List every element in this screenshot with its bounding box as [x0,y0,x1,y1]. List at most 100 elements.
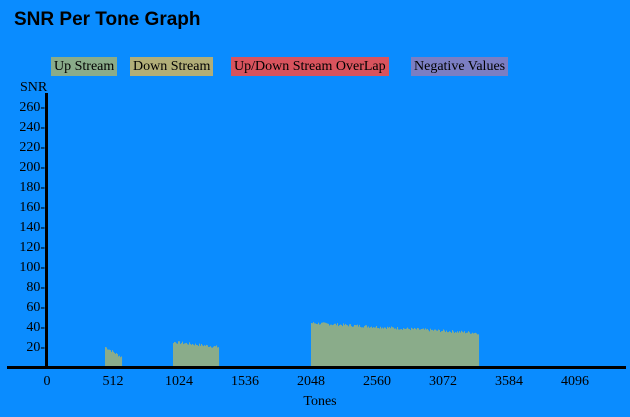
snr-bar [464,331,466,366]
snr-bar [452,330,454,366]
snr-bar [460,332,462,366]
snr-bar [113,351,115,366]
snr-bar [395,328,397,366]
snr-bar [360,326,362,366]
snr-bar [216,345,218,366]
snr-bar [425,328,427,366]
snr-bar [338,326,340,366]
snr-bar [469,332,471,366]
snr-bar [208,346,210,366]
snr-bar [369,327,371,366]
snr-bar [346,324,348,366]
snr-bar [341,324,343,366]
snr-bar [197,345,199,366]
snr-bar [328,323,330,366]
y-tick-label: 60- [26,300,45,315]
snr-bar [193,344,195,366]
snr-bar [457,331,459,366]
snr-bar [353,326,355,366]
snr-bar [358,326,360,366]
snr-bar [459,331,461,366]
snr-bar [403,328,405,366]
snr-bar [477,334,479,366]
y-tick-label: 40- [26,320,45,335]
snr-bar [329,325,331,366]
snr-bar [385,327,387,366]
snr-bar [180,343,182,366]
snr-bar [357,324,359,366]
snr-bar [377,328,379,366]
snr-bar [112,350,114,366]
snr-bar [215,346,217,366]
snr-bar [315,323,317,366]
snr-bar [394,328,396,366]
snr-bar [111,352,113,366]
snr-bar [461,330,463,366]
legend-down-stream: Down Stream [130,57,214,76]
snr-bar [332,325,334,366]
snr-bar [376,326,378,366]
y-tick-label: 260- [19,100,45,115]
snr-bar [196,345,198,366]
snr-bar [212,347,214,366]
snr-bar [373,327,375,366]
snr-bar [453,331,455,366]
snr-bar [319,324,321,366]
snr-bar [204,345,206,366]
y-tick-label: 160- [19,200,45,215]
snr-bar [116,353,118,366]
snr-bar [414,327,416,366]
x-tick-label: 3584 [495,374,523,389]
snr-bar [380,326,382,366]
snr-bar [393,327,395,366]
x-tick-label: 1536 [231,374,259,389]
snr-bar [173,343,175,366]
snr-bar [434,329,436,366]
snr-bar [207,345,209,366]
snr-bar [442,330,444,366]
snr-bar [365,325,367,366]
snr-bar [331,324,333,366]
snr-bar [345,323,347,366]
snr-bar [325,322,327,366]
snr-bar [419,329,421,366]
snr-bar [476,333,478,366]
snr-bar [348,326,350,366]
snr-bar [351,326,353,366]
snr-bar [424,329,426,366]
snr-bar [217,347,219,366]
x-axis-label: Tones [303,394,336,409]
legend-overlap: Up/Down Stream OverLap [231,57,389,76]
snr-bar [431,330,433,366]
snr-bar [210,346,212,366]
snr-bar [109,349,111,366]
snr-bar [404,328,406,366]
snr-bar [106,347,108,366]
snr-bar [209,346,211,366]
snr-bar [405,328,407,366]
snr-bar [110,350,112,366]
x-tick-label: 0 [44,374,51,389]
snr-bar [340,324,342,366]
snr-bar [407,327,409,366]
snr-bar [410,330,412,366]
snr-bar [378,328,380,366]
snr-bar [179,341,181,366]
snr-bar [392,327,394,366]
x-tick-label: 2048 [297,374,325,389]
y-tick-label: 220- [19,140,45,155]
snr-bar [354,324,356,366]
snr-bar [199,343,201,366]
snr-bar [441,331,443,366]
chart-legend: Up Stream Down Stream Up/Down Stream Ove… [0,0,630,80]
snr-bar [363,327,365,366]
snr-bar [326,323,328,366]
snr-bar [366,325,368,366]
snr-bar [108,349,110,366]
x-tick-label: 4096 [561,374,589,389]
snr-bar [435,329,437,366]
x-tick-label: 3072 [429,374,457,389]
snr-bar [335,323,337,366]
snr-bar [415,328,417,366]
